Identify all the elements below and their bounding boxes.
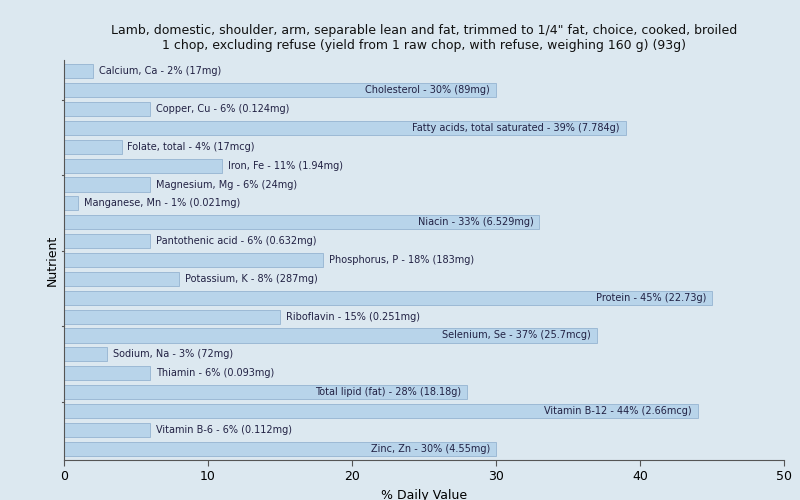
Text: Vitamin B-6 - 6% (0.112mg): Vitamin B-6 - 6% (0.112mg) <box>156 425 292 435</box>
Text: Selenium, Se - 37% (25.7mcg): Selenium, Se - 37% (25.7mcg) <box>442 330 591 340</box>
Text: Manganese, Mn - 1% (0.021mg): Manganese, Mn - 1% (0.021mg) <box>84 198 241 208</box>
Bar <box>64 64 93 78</box>
Text: Zinc, Zn - 30% (4.55mg): Zinc, Zn - 30% (4.55mg) <box>371 444 490 454</box>
Text: Thiamin - 6% (0.093mg): Thiamin - 6% (0.093mg) <box>156 368 274 378</box>
Bar <box>64 422 150 437</box>
Y-axis label: Nutrient: Nutrient <box>46 234 58 286</box>
Text: Potassium, K - 8% (287mg): Potassium, K - 8% (287mg) <box>185 274 318 284</box>
Bar <box>64 385 467 399</box>
Text: Folate, total - 4% (17mcg): Folate, total - 4% (17mcg) <box>127 142 255 152</box>
Text: Vitamin B-12 - 44% (2.66mcg): Vitamin B-12 - 44% (2.66mcg) <box>544 406 692 416</box>
Bar <box>64 83 496 98</box>
Bar <box>64 121 626 135</box>
Bar <box>64 366 150 380</box>
Bar <box>64 290 712 305</box>
Text: Pantothenic acid - 6% (0.632mg): Pantothenic acid - 6% (0.632mg) <box>156 236 317 246</box>
Bar <box>64 234 150 248</box>
Text: Niacin - 33% (6.529mg): Niacin - 33% (6.529mg) <box>418 218 534 228</box>
Bar <box>64 442 496 456</box>
Text: Iron, Fe - 11% (1.94mg): Iron, Fe - 11% (1.94mg) <box>228 160 343 170</box>
Text: Magnesium, Mg - 6% (24mg): Magnesium, Mg - 6% (24mg) <box>156 180 298 190</box>
Text: Calcium, Ca - 2% (17mg): Calcium, Ca - 2% (17mg) <box>98 66 221 76</box>
Bar <box>64 196 78 210</box>
Bar <box>64 102 150 116</box>
Bar <box>64 328 597 342</box>
Text: Copper, Cu - 6% (0.124mg): Copper, Cu - 6% (0.124mg) <box>156 104 290 114</box>
Text: Total lipid (fat) - 28% (18.18g): Total lipid (fat) - 28% (18.18g) <box>315 387 462 397</box>
Text: Cholesterol - 30% (89mg): Cholesterol - 30% (89mg) <box>366 85 490 95</box>
Title: Lamb, domestic, shoulder, arm, separable lean and fat, trimmed to 1/4" fat, choi: Lamb, domestic, shoulder, arm, separable… <box>111 24 737 52</box>
Bar <box>64 310 280 324</box>
Bar <box>64 140 122 154</box>
Bar <box>64 348 107 362</box>
Bar <box>64 215 539 230</box>
Bar <box>64 404 698 418</box>
X-axis label: % Daily Value: % Daily Value <box>381 489 467 500</box>
Bar <box>64 253 323 267</box>
Text: Fatty acids, total saturated - 39% (7.784g): Fatty acids, total saturated - 39% (7.78… <box>412 123 620 133</box>
Bar <box>64 272 179 286</box>
Bar <box>64 178 150 192</box>
Bar <box>64 158 222 172</box>
Text: Protein - 45% (22.73g): Protein - 45% (22.73g) <box>596 292 706 302</box>
Text: Riboflavin - 15% (0.251mg): Riboflavin - 15% (0.251mg) <box>286 312 420 322</box>
Text: Sodium, Na - 3% (72mg): Sodium, Na - 3% (72mg) <box>113 350 233 360</box>
Text: Phosphorus, P - 18% (183mg): Phosphorus, P - 18% (183mg) <box>329 255 474 265</box>
